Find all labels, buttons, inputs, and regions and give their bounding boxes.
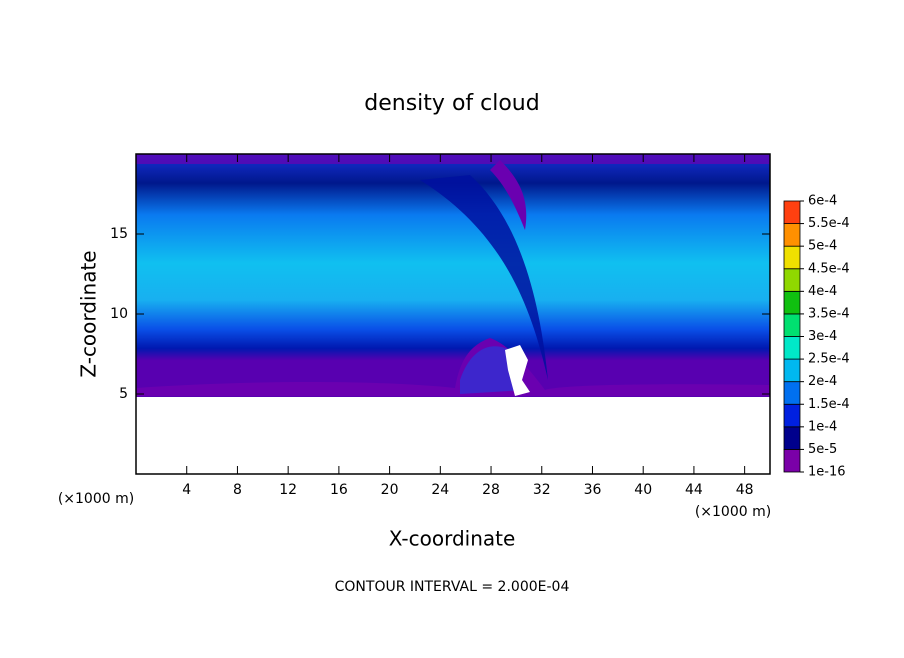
colorbar-segment xyxy=(783,336,801,360)
colorbar-label: 2e-4 xyxy=(808,374,837,389)
colorbar-segment xyxy=(783,313,801,337)
colorbar-label: 6e-4 xyxy=(808,194,837,209)
x-tick-label: 12 xyxy=(279,482,297,498)
y-tick-label: 10 xyxy=(110,306,128,322)
colorbar-label: 5e-4 xyxy=(808,239,837,254)
y-tick-label: 5 xyxy=(119,386,128,402)
colorbar-segment xyxy=(783,200,801,224)
y-axis-label: Z-coordinate xyxy=(77,250,101,377)
colorbar-segment xyxy=(783,223,801,247)
colorbar-segment xyxy=(783,449,801,473)
x-axis-label: X-coordinate xyxy=(389,527,516,551)
colorbar-segment xyxy=(783,290,801,315)
x-tick-label: 36 xyxy=(584,482,602,498)
x-tick-label: 20 xyxy=(381,482,399,498)
colorbar-segment xyxy=(783,426,801,450)
field-gap xyxy=(505,345,530,396)
colorbar-segment xyxy=(783,403,801,428)
x-tick-label: 28 xyxy=(482,482,500,498)
colorbar-segment xyxy=(783,245,801,270)
x-tick-label: 40 xyxy=(634,482,652,498)
colorbar-label: 1e-16 xyxy=(808,465,846,480)
x-tick-label: 4 xyxy=(182,482,191,498)
x-tick-label: 32 xyxy=(533,482,551,498)
colorbar-segment xyxy=(783,268,801,292)
colorbar-segment xyxy=(783,358,801,383)
colorbar-label: 4.5e-4 xyxy=(808,261,850,276)
colorbar-label: 3e-4 xyxy=(808,329,837,344)
colorbar-label: 2.5e-4 xyxy=(808,352,850,367)
chart-title: density of cloud xyxy=(364,91,539,116)
x-tick-label: 48 xyxy=(736,482,754,498)
x-unit-right: (×1000 m) xyxy=(695,504,771,520)
x-tick-label: 16 xyxy=(330,482,348,498)
footer-note: CONTOUR INTERVAL = 2.000E-04 xyxy=(335,579,570,595)
y-tick-label: 15 xyxy=(110,226,128,242)
x-tick-label: 44 xyxy=(685,482,703,498)
colorbar-segment xyxy=(783,381,801,405)
field-purple-band xyxy=(136,338,770,396)
x-unit-left: (×1000 m) xyxy=(58,491,134,507)
colorbar-label: 1e-4 xyxy=(808,419,837,434)
colorbar-label: 5.5e-4 xyxy=(808,216,850,231)
field-plume-top xyxy=(490,160,527,230)
colorbar-label: 1.5e-4 xyxy=(808,397,850,412)
colorbar-label: 5e-5 xyxy=(808,442,837,457)
contour-field xyxy=(136,154,770,397)
colorbar-label: 3.5e-4 xyxy=(808,306,850,321)
field-plume xyxy=(420,175,548,380)
colorbar-label: 4e-4 xyxy=(808,284,837,299)
field-top-band xyxy=(136,154,770,164)
x-tick-label: 8 xyxy=(233,482,242,498)
x-tick-label: 24 xyxy=(431,482,449,498)
